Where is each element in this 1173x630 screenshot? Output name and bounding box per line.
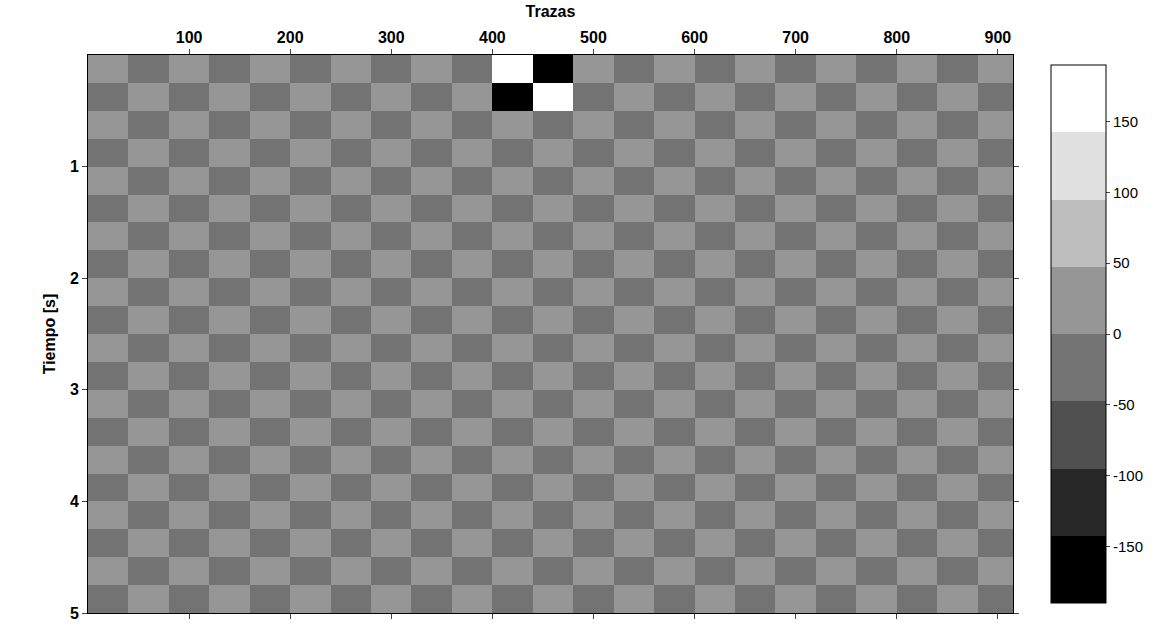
svg-text:200: 200: [277, 29, 304, 46]
svg-text:400: 400: [479, 29, 506, 46]
svg-text:900: 900: [984, 29, 1011, 46]
svg-text:600: 600: [681, 29, 708, 46]
svg-text:300: 300: [378, 29, 405, 46]
svg-text:100: 100: [176, 29, 203, 46]
svg-text:-150: -150: [1113, 538, 1143, 555]
svg-text:-50: -50: [1113, 396, 1135, 413]
svg-text:3: 3: [70, 381, 79, 398]
svg-text:2: 2: [70, 270, 79, 287]
svg-text:50: 50: [1113, 254, 1130, 271]
svg-text:1: 1: [70, 158, 79, 175]
svg-text:700: 700: [782, 29, 809, 46]
svg-text:-100: -100: [1113, 467, 1143, 484]
svg-text:800: 800: [883, 29, 910, 46]
svg-text:0: 0: [1113, 325, 1121, 342]
svg-text:4: 4: [70, 493, 79, 510]
svg-text:Trazas: Trazas: [526, 3, 576, 20]
svg-text:Tiempo [s]: Tiempo [s]: [41, 294, 58, 375]
svg-text:500: 500: [580, 29, 607, 46]
svg-text:100: 100: [1113, 184, 1138, 201]
svg-text:5: 5: [70, 605, 79, 622]
svg-text:150: 150: [1113, 113, 1138, 130]
